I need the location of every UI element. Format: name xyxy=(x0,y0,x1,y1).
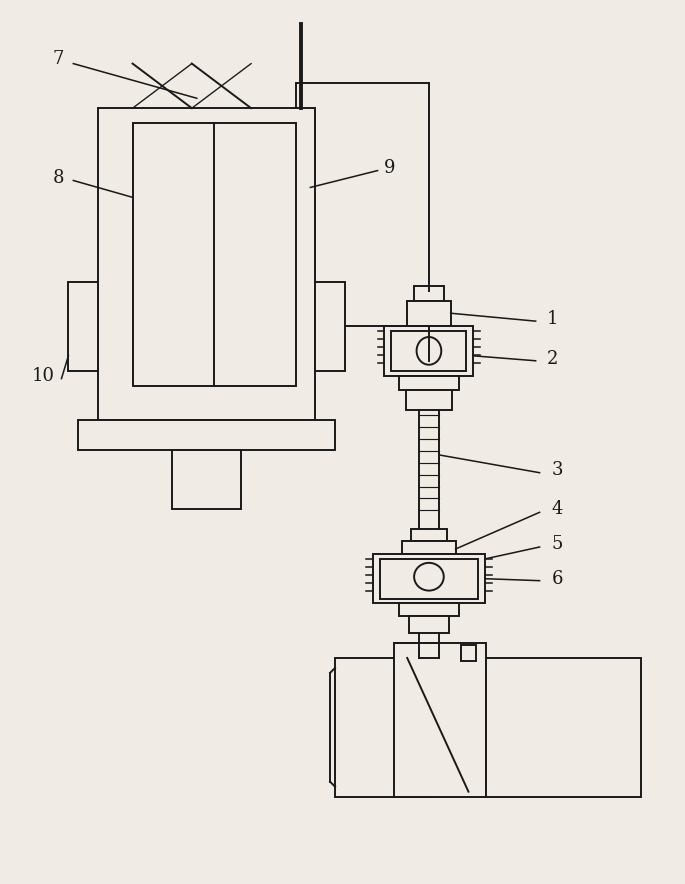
Text: 1: 1 xyxy=(547,310,558,328)
Text: 2: 2 xyxy=(547,350,558,368)
Bar xyxy=(391,331,466,370)
Bar xyxy=(315,281,345,370)
Bar xyxy=(411,530,447,541)
Bar xyxy=(414,286,444,301)
Text: 4: 4 xyxy=(551,500,563,518)
Text: 3: 3 xyxy=(551,461,563,479)
Ellipse shape xyxy=(416,337,441,365)
Bar xyxy=(407,301,451,326)
Bar xyxy=(68,281,98,370)
Bar xyxy=(373,554,485,604)
Text: 6: 6 xyxy=(551,569,563,588)
Bar xyxy=(335,658,434,796)
Bar xyxy=(399,604,458,616)
Bar xyxy=(78,420,335,450)
Text: 10: 10 xyxy=(32,367,55,385)
Ellipse shape xyxy=(414,563,444,591)
Bar xyxy=(395,643,486,796)
Bar xyxy=(98,108,315,420)
Text: 8: 8 xyxy=(53,169,64,187)
Bar xyxy=(409,616,449,633)
Bar xyxy=(460,645,476,661)
Bar xyxy=(384,326,473,376)
Text: 7: 7 xyxy=(53,50,64,68)
Text: 5: 5 xyxy=(551,535,563,553)
Bar xyxy=(379,559,478,598)
Bar xyxy=(399,376,458,391)
Bar xyxy=(402,541,456,554)
Text: 9: 9 xyxy=(384,158,395,177)
Bar xyxy=(406,391,451,410)
Bar xyxy=(172,450,241,509)
Bar xyxy=(486,658,641,796)
Bar xyxy=(133,123,296,385)
